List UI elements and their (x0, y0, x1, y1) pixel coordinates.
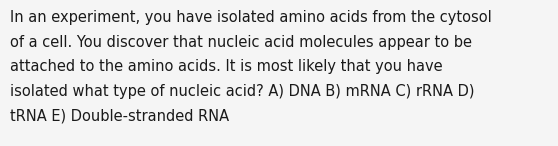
Text: isolated what type of nucleic acid? A) DNA B) mRNA C) rRNA D): isolated what type of nucleic acid? A) D… (10, 84, 474, 99)
Text: of a cell. You discover that nucleic acid molecules appear to be: of a cell. You discover that nucleic aci… (10, 35, 472, 50)
Text: tRNA E) Double-stranded RNA: tRNA E) Double-stranded RNA (10, 108, 229, 123)
Text: attached to the amino acids. It is most likely that you have: attached to the amino acids. It is most … (10, 59, 442, 74)
Text: In an experiment, you have isolated amino acids from the cytosol: In an experiment, you have isolated amin… (10, 10, 492, 25)
